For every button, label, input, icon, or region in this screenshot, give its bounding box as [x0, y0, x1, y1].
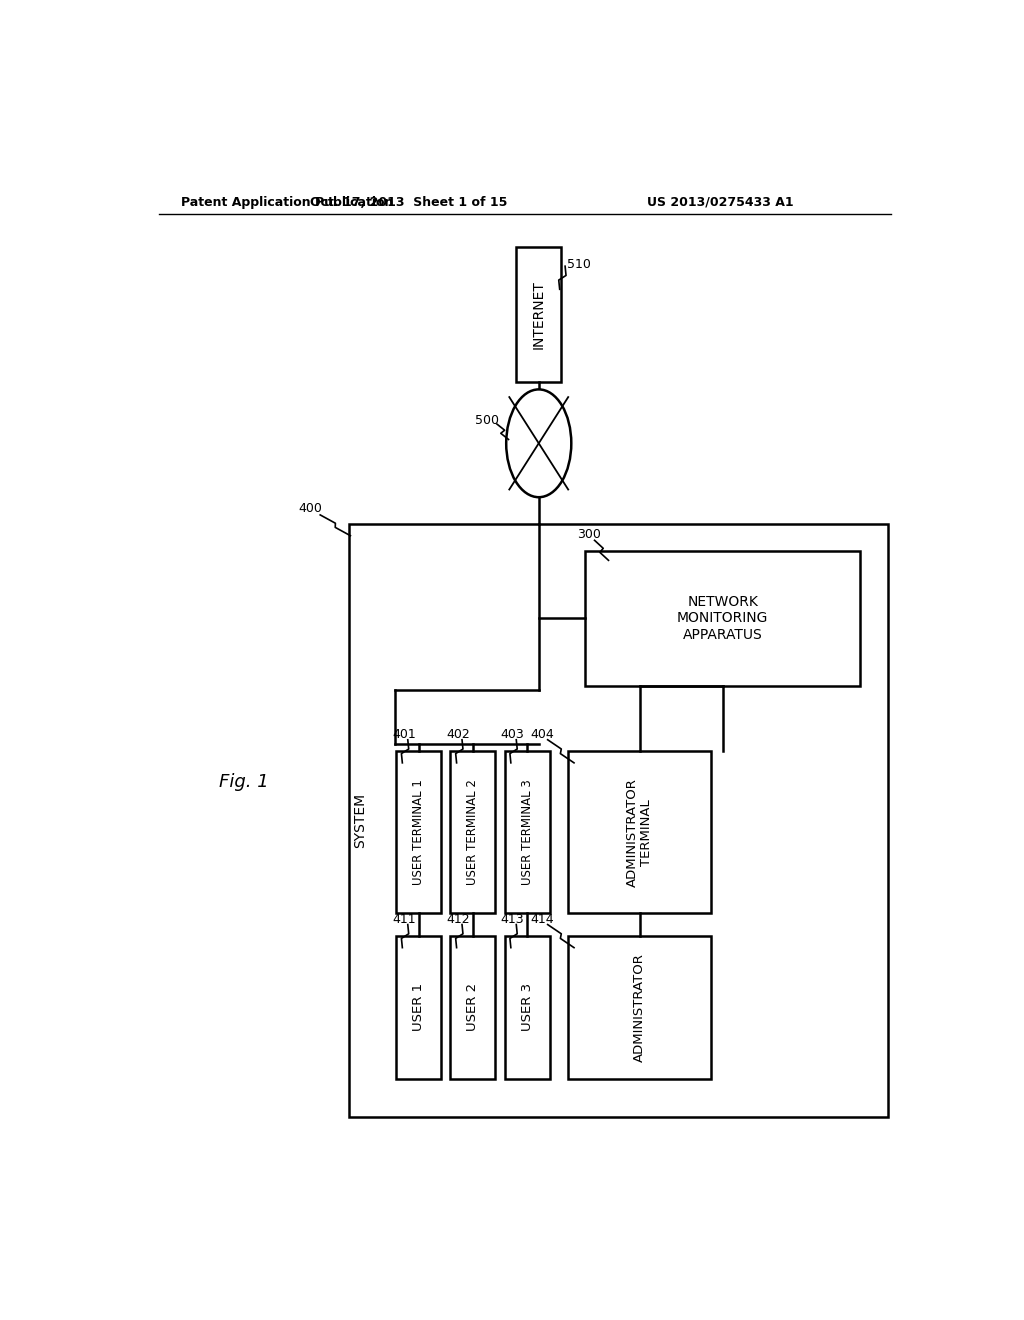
- Text: 400: 400: [299, 502, 323, 515]
- Text: USER 2: USER 2: [466, 983, 479, 1031]
- Bar: [505, 751, 550, 913]
- Text: 300: 300: [578, 528, 601, 541]
- Text: USER TERMINAL 3: USER TERMINAL 3: [520, 779, 534, 884]
- Text: SYSTEM: SYSTEM: [352, 793, 367, 849]
- Text: ADMINISTRATOR: ADMINISTRATOR: [633, 953, 646, 1061]
- Text: 411: 411: [392, 912, 416, 925]
- Text: NETWORK
MONITORING
APPARATUS: NETWORK MONITORING APPARATUS: [677, 595, 768, 642]
- Text: 414: 414: [530, 912, 554, 925]
- Text: USER 3: USER 3: [520, 983, 534, 1031]
- Text: 402: 402: [446, 727, 470, 741]
- Bar: [396, 936, 441, 1078]
- Text: 413: 413: [501, 912, 524, 925]
- Bar: [349, 524, 888, 1117]
- Bar: [451, 936, 496, 1078]
- Text: 401: 401: [392, 727, 416, 741]
- Text: US 2013/0275433 A1: US 2013/0275433 A1: [647, 195, 794, 209]
- Bar: [451, 751, 496, 913]
- Bar: [568, 751, 712, 913]
- Text: ADMINISTRATOR
TERMINAL: ADMINISTRATOR TERMINAL: [626, 777, 653, 887]
- Bar: [516, 247, 561, 381]
- Bar: [568, 936, 712, 1078]
- Text: USER TERMINAL 2: USER TERMINAL 2: [466, 779, 479, 886]
- Ellipse shape: [506, 389, 571, 498]
- Bar: [396, 751, 441, 913]
- Text: USER TERMINAL 1: USER TERMINAL 1: [412, 779, 425, 886]
- Text: Oct. 17, 2013  Sheet 1 of 15: Oct. 17, 2013 Sheet 1 of 15: [310, 195, 507, 209]
- Text: Fig. 1: Fig. 1: [219, 774, 269, 791]
- Text: 403: 403: [501, 727, 524, 741]
- Bar: [505, 936, 550, 1078]
- Text: Patent Application Publication: Patent Application Publication: [180, 195, 393, 209]
- Text: 510: 510: [566, 259, 591, 271]
- Text: USER 1: USER 1: [412, 983, 425, 1031]
- Bar: [586, 552, 860, 686]
- Text: 404: 404: [530, 727, 554, 741]
- Text: INTERNET: INTERNET: [531, 280, 546, 348]
- Text: 500: 500: [475, 413, 500, 426]
- Text: 412: 412: [446, 912, 470, 925]
